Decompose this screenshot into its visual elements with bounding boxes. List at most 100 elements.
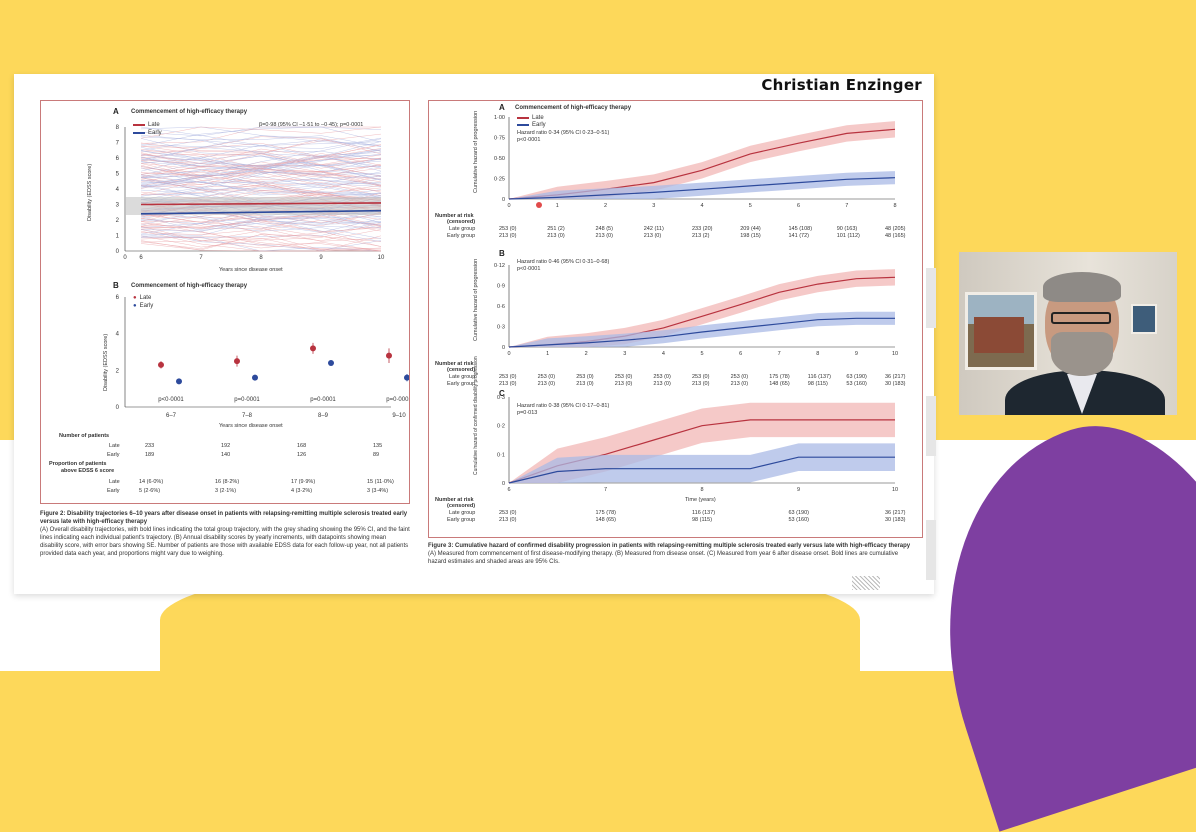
fig3-xtick: 6	[739, 351, 742, 357]
risk-late-count: 253 (0)	[499, 226, 517, 232]
individual-trajectory	[140, 175, 382, 189]
risk-early-count: 213 (0)	[499, 233, 517, 239]
individual-trajectory	[140, 167, 382, 185]
individual-trajectory	[140, 126, 382, 139]
risk-late-count: 253 (0)	[499, 374, 517, 380]
fig2-a-stat: β=0·98 (95% CI –1·51 to –0·45); p=0·0001	[259, 122, 364, 128]
fig3-ytick: 0·6	[497, 304, 505, 310]
fig2-b-ytick: 0	[116, 405, 120, 411]
fig2-b-ylabel: Disability (EDSS score)	[103, 333, 109, 391]
early-proportion: 5 (2·6%)	[139, 488, 161, 494]
fig3-xtick: 8	[816, 351, 819, 357]
fig3-xtick: 10	[892, 351, 898, 357]
fig2-a-xtick: 9	[319, 255, 323, 261]
fig3-caption-body: (A) Measured from commencement of first …	[428, 551, 899, 565]
fig2-a-xtick: 7	[199, 255, 203, 261]
fig2-a-ytick: 7	[116, 141, 120, 147]
figure-2-chart-svg: 0 1 2 3 4 5 6 7 8 0 6 7 8 9 10 0 2 4 6 6–7 p<0·0001 7–8 p=0…	[116, 125, 413, 419]
fig3-b-stat2: p<0·0001	[517, 266, 541, 272]
figure-3-panel: 0 0·25 0·50 0·75 1·00 0 1 2 3 4 5 6 7 8 0 0·3 0·6 0·9 0·12…	[428, 100, 923, 538]
speaker-beard	[1051, 332, 1113, 376]
fig2-panel-b-letter: B	[113, 281, 119, 290]
risk-early-count: 213 (0)	[614, 381, 633, 387]
individual-trajectory	[140, 135, 382, 162]
fig2-b-pvalue: p=0·0001	[234, 397, 260, 403]
fig3-ytick: 0·3	[497, 395, 505, 401]
individual-trajectory	[140, 226, 382, 242]
fig2-b-category: 8–9	[318, 413, 329, 419]
early-mean-point	[176, 378, 182, 385]
individual-trajectory	[140, 155, 382, 181]
individual-trajectory	[140, 168, 382, 187]
individual-trajectory	[140, 213, 382, 238]
slide-edge-tab	[926, 268, 936, 328]
fig3-ytick: 0·50	[494, 156, 505, 162]
risk-early-count: 101 (112)	[836, 233, 860, 239]
individual-trajectory	[140, 147, 382, 180]
risk-early-count: 213 (0)	[499, 517, 517, 523]
risk-early-count: 53 (160)	[846, 381, 867, 387]
individual-trajectory	[140, 126, 382, 147]
fig3-xtick: 2	[585, 351, 588, 357]
speaker-hair	[1043, 272, 1121, 302]
risk-early-count: 213 (0)	[692, 381, 710, 387]
wall-painting	[965, 292, 1037, 370]
individual-trajectory	[140, 227, 382, 252]
fig2-a-ylabel: Disability (EDSS score)	[87, 163, 93, 221]
risk-early-count: 213 (0)	[576, 381, 594, 387]
individual-trajectory	[140, 156, 382, 175]
risk-early-count: 141 (72)	[788, 233, 810, 239]
fig3-xtick: 9	[797, 487, 800, 493]
fig2-panel-a-letter: A	[113, 107, 119, 116]
risk-late-count: 253 (0)	[653, 374, 671, 380]
fig2-a-ytick: 3	[116, 203, 120, 209]
risk-early-count: 98 (115)	[807, 381, 828, 387]
risk-early-count: 213 (0)	[499, 381, 517, 387]
individual-trajectory	[140, 229, 382, 252]
fig3-b-stat1: Hazard ratio 0·46 (95% CI 0·31–0·68)	[517, 259, 610, 265]
fig2-a-ytick: 5	[116, 172, 120, 178]
fig3-xtick: 7	[845, 203, 848, 209]
fig3-ytick: 0·25	[494, 177, 505, 183]
slide-edge-tab	[926, 396, 936, 456]
early-swatch	[133, 132, 145, 134]
fig3-a-legend-late: Late	[517, 115, 544, 121]
risk-header-censored: (censored)	[447, 503, 476, 509]
individual-trajectory	[140, 222, 382, 242]
individual-trajectory	[140, 187, 382, 197]
fig3-xtick: 0	[507, 203, 510, 209]
early-mean-point	[404, 374, 410, 381]
fig2-b-pvalue: p=0·0001	[310, 397, 336, 403]
fig2-a-xtick: 10	[378, 255, 385, 261]
risk-early-count: 98 (115)	[692, 517, 713, 523]
fig2-b-legend-early: ● Early	[133, 303, 153, 309]
fig3-a-legend-early: Early	[517, 122, 546, 128]
fig3-ytick: 0·9	[497, 284, 505, 290]
risk-header-censored: (censored)	[447, 219, 476, 225]
risk-late-label: Late group	[449, 374, 476, 380]
risk-late-count: 48 (205)	[885, 226, 906, 232]
individual-trajectory	[140, 158, 382, 167]
figure-3-chart-svg: 00·250·500·751·000 1 2 3 4 5 6 7 800·30·60·90·12…	[494, 115, 898, 493]
risk-early-count: 148 (65)	[595, 517, 617, 523]
individual-trajectory	[140, 216, 382, 231]
early-dot-icon: ●	[133, 303, 137, 309]
risk-early-label: Early group	[447, 517, 476, 523]
early-count: 189	[145, 452, 155, 458]
individual-trajectory	[140, 126, 382, 146]
fig3-xtick: 5	[749, 203, 752, 209]
risk-late-count: 253 (0)	[614, 374, 633, 380]
speaker-glasses	[1051, 312, 1111, 324]
fig2-a-ytick: 2	[116, 218, 120, 224]
fig2-b-pvalue: p<0·0001	[158, 397, 184, 403]
individual-trajectory	[140, 219, 382, 239]
late-dot-icon: ●	[133, 295, 137, 301]
fig2-row-early: Early	[107, 452, 120, 458]
fig2-a-ytick: 6	[116, 156, 120, 162]
risk-late-count: 242 (11)	[643, 226, 664, 232]
fig3-xtick: 3	[623, 351, 626, 357]
risk-late-count: 175 (78)	[769, 374, 790, 380]
fig3-xtick: 6	[797, 203, 800, 209]
wall-frame	[1131, 304, 1157, 334]
late-mean-point	[158, 361, 164, 368]
